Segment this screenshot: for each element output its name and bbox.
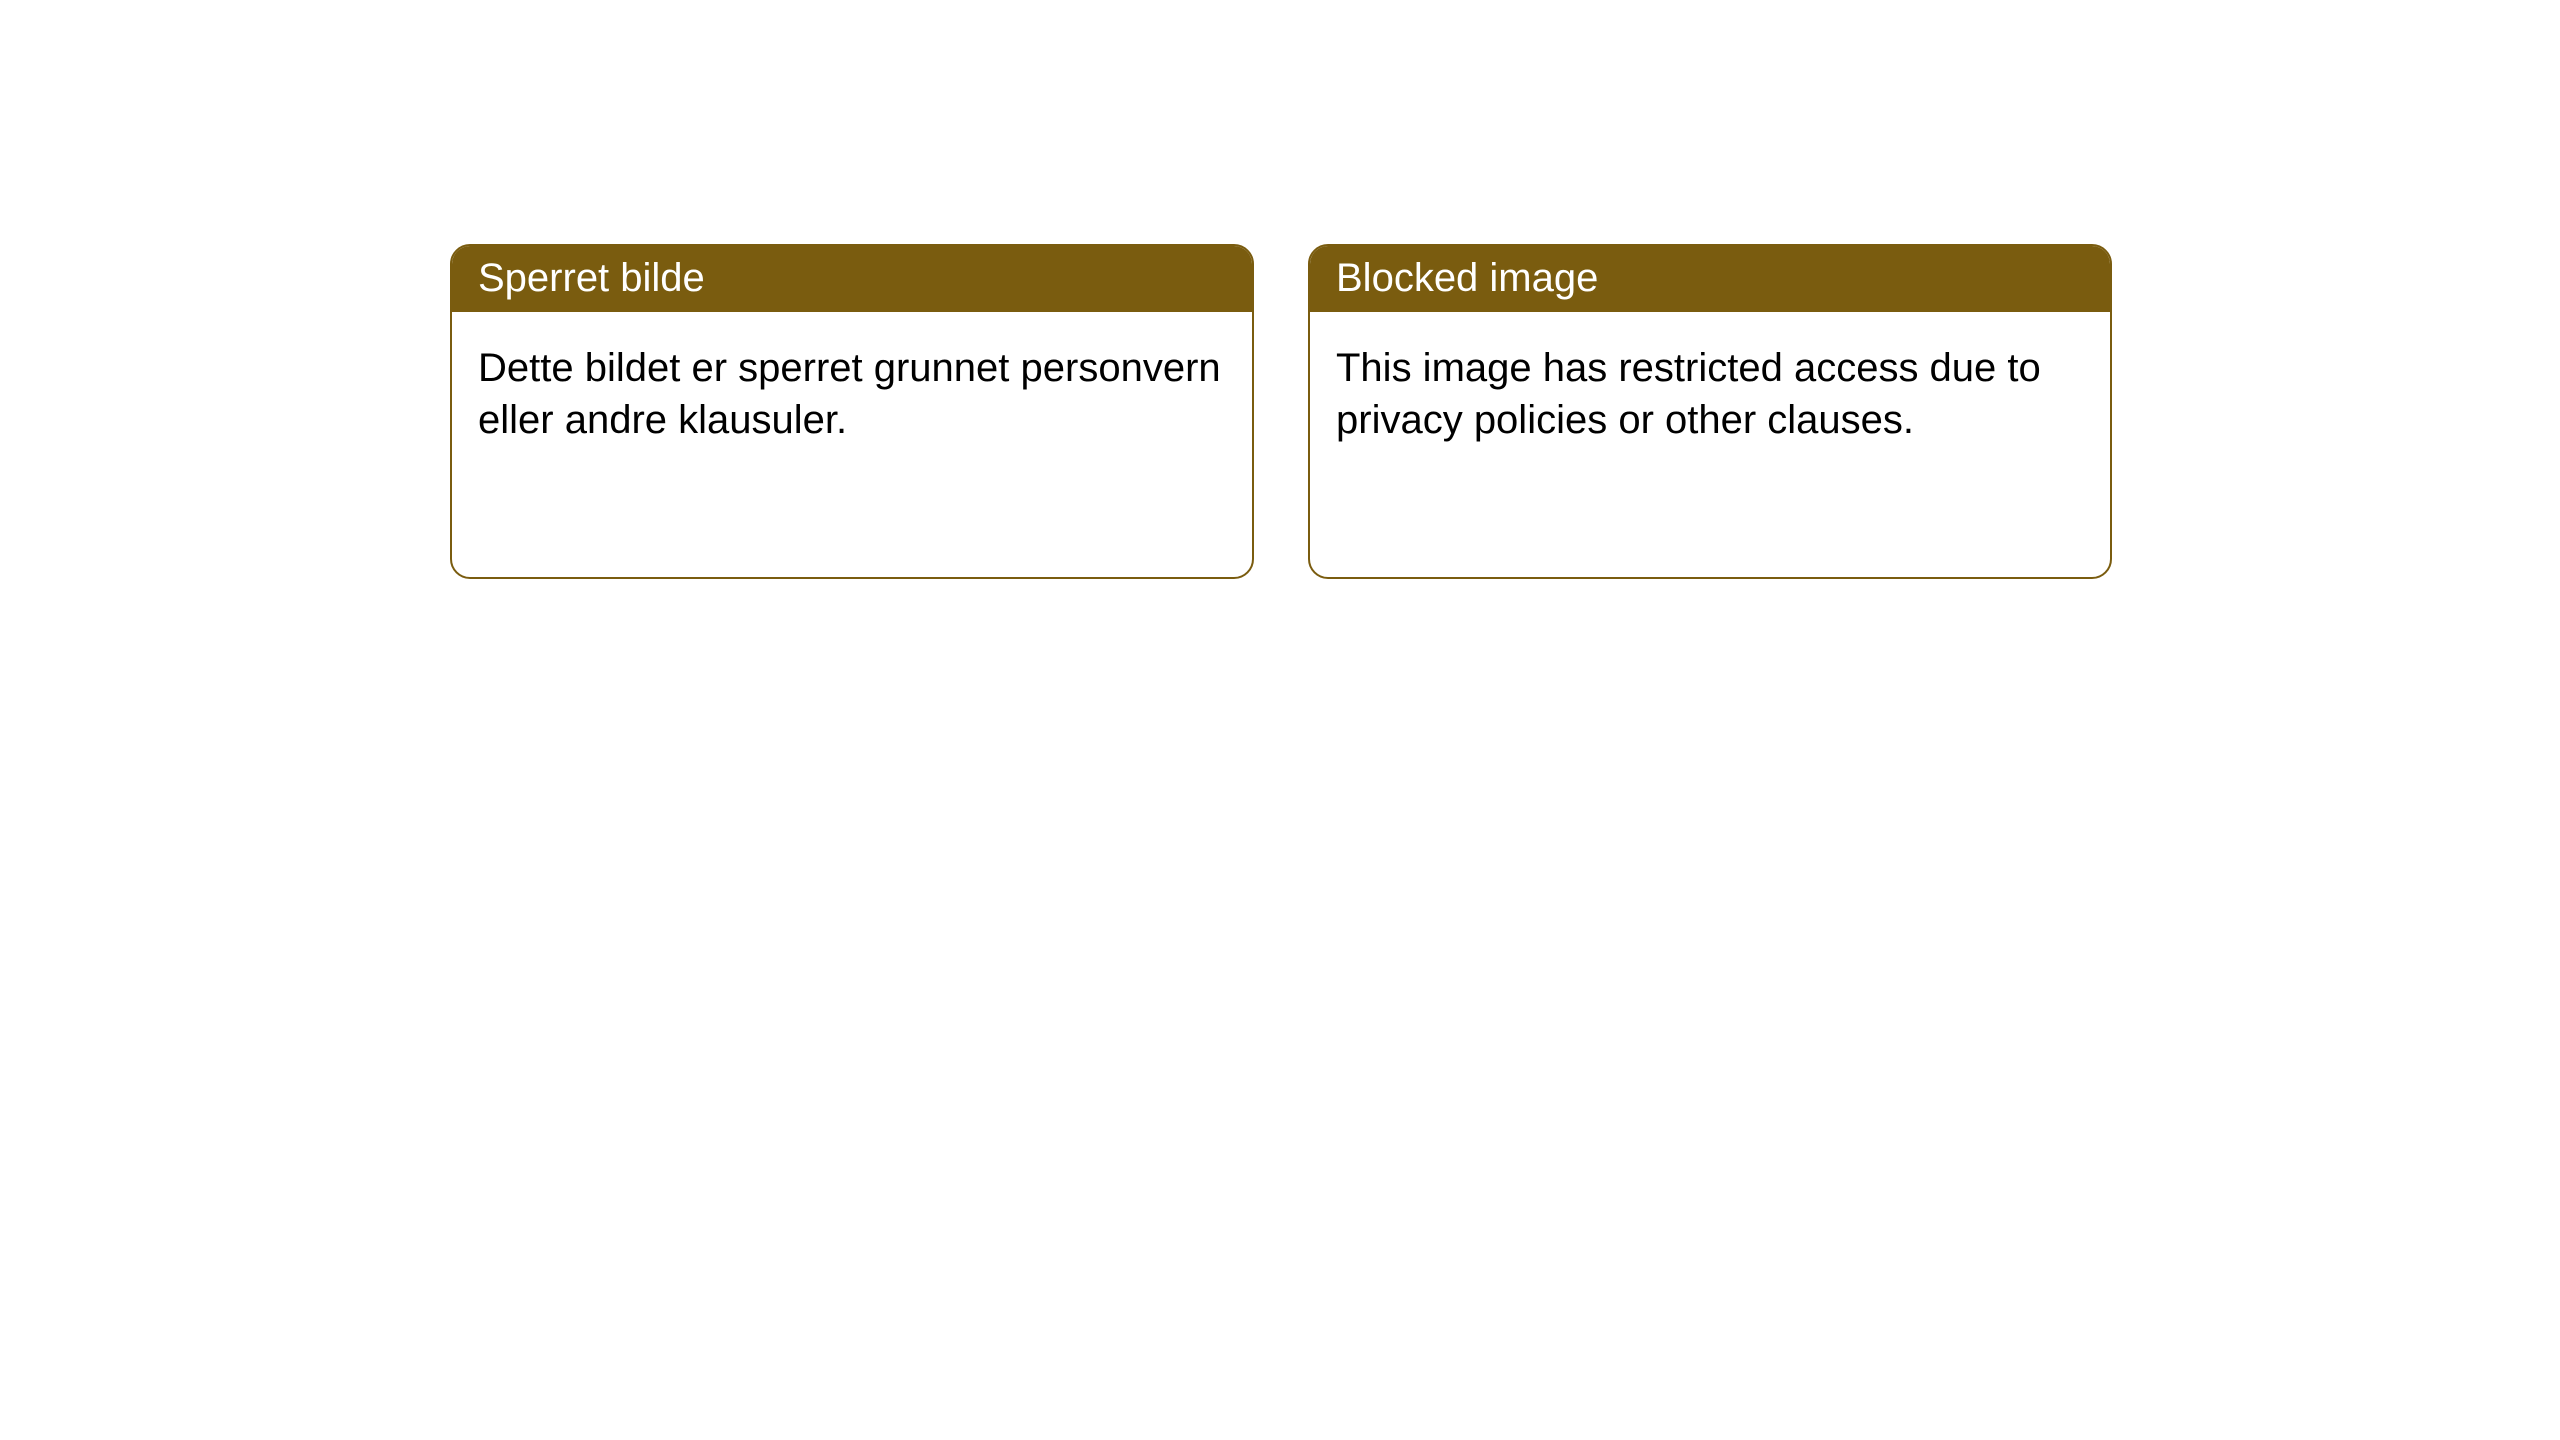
card-body: This image has restricted access due to …: [1310, 312, 2110, 476]
card-message: This image has restricted access due to …: [1336, 346, 2041, 442]
card-header: Sperret bilde: [452, 246, 1252, 312]
blocked-image-card-no: Sperret bilde Dette bildet er sperret gr…: [450, 244, 1254, 579]
blocked-image-card-en: Blocked image This image has restricted …: [1308, 244, 2112, 579]
card-body: Dette bildet er sperret grunnet personve…: [452, 312, 1252, 476]
card-header: Blocked image: [1310, 246, 2110, 312]
card-title: Sperret bilde: [478, 256, 705, 300]
card-message: Dette bildet er sperret grunnet personve…: [478, 346, 1221, 442]
card-title: Blocked image: [1336, 256, 1598, 300]
cards-container: Sperret bilde Dette bildet er sperret gr…: [0, 0, 2560, 579]
